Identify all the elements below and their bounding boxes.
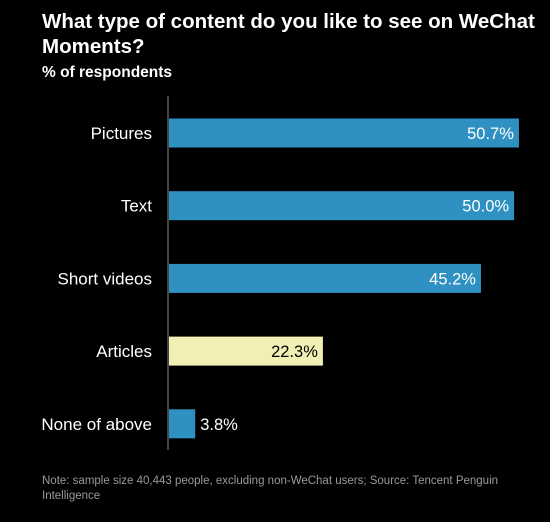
value-label: 45.2%: [429, 270, 476, 288]
bar-articles: [169, 336, 323, 366]
category-label: Articles: [96, 342, 152, 361]
source-note: Note: sample size 40,443 people, excludi…: [42, 475, 499, 502]
value-label: 50.0%: [462, 198, 509, 216]
bar-text: [169, 191, 515, 221]
category-label: Text: [121, 197, 152, 216]
category-label: None of above: [41, 415, 152, 434]
value-label: 50.7%: [467, 125, 514, 143]
category-label: Short videos: [58, 269, 153, 288]
chart-title: What type of content do you like to see …: [42, 10, 535, 58]
bar-chart: Pictures 50.7% Text 50.0% Short videos 45.2% A…: [41, 96, 519, 450]
value-label: 22.3%: [271, 343, 318, 361]
chart-subtitle: % of respondents: [42, 64, 173, 81]
value-label: 3.8%: [200, 416, 238, 434]
bar-none-of-above: [169, 409, 196, 439]
bar-pictures: [169, 118, 519, 148]
bar-short-videos: [169, 263, 481, 293]
category-label: Pictures: [91, 124, 152, 143]
